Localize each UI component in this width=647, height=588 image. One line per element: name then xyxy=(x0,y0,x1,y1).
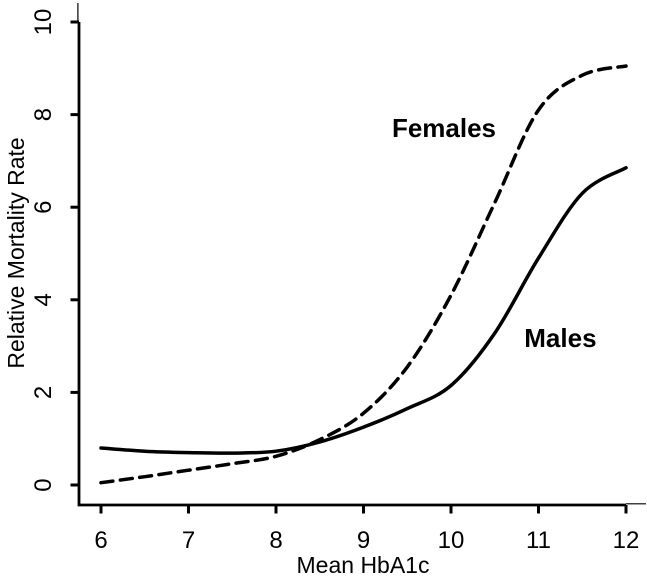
x-tick-label-8: 8 xyxy=(269,527,282,554)
x-tick-label-6: 6 xyxy=(94,527,107,554)
y-tick-label-2: 2 xyxy=(30,386,57,399)
x-tick-label-10: 10 xyxy=(438,527,465,554)
females-curve xyxy=(99,64,628,485)
males-curve-label: Males xyxy=(524,323,596,353)
x-tick-label-7: 7 xyxy=(182,527,195,554)
x-tick-label-9: 9 xyxy=(357,527,370,554)
data-curves xyxy=(99,64,628,485)
x-axis-ticks: 6 7 8 9 10 11 12 xyxy=(94,505,639,554)
y-tick-label-10: 10 xyxy=(30,9,57,36)
x-tick-label-11: 11 xyxy=(526,527,551,554)
y-tick-label-6: 6 xyxy=(30,201,57,214)
x-axis-title: Mean HbA1c xyxy=(297,552,430,578)
y-axis-ticks: 0 2 4 6 8 10 xyxy=(30,9,79,492)
x-tick-label-12: 12 xyxy=(613,527,640,554)
axis-lines xyxy=(77,22,626,507)
y-tick-label-4: 4 xyxy=(30,293,57,306)
y-tick-label-0: 0 xyxy=(30,478,57,491)
males-curve xyxy=(99,166,628,455)
y-tick-label-8: 8 xyxy=(30,108,57,121)
y-axis-title: Relative Mortality Rate xyxy=(3,137,29,368)
females-curve-label: Females xyxy=(392,113,496,143)
